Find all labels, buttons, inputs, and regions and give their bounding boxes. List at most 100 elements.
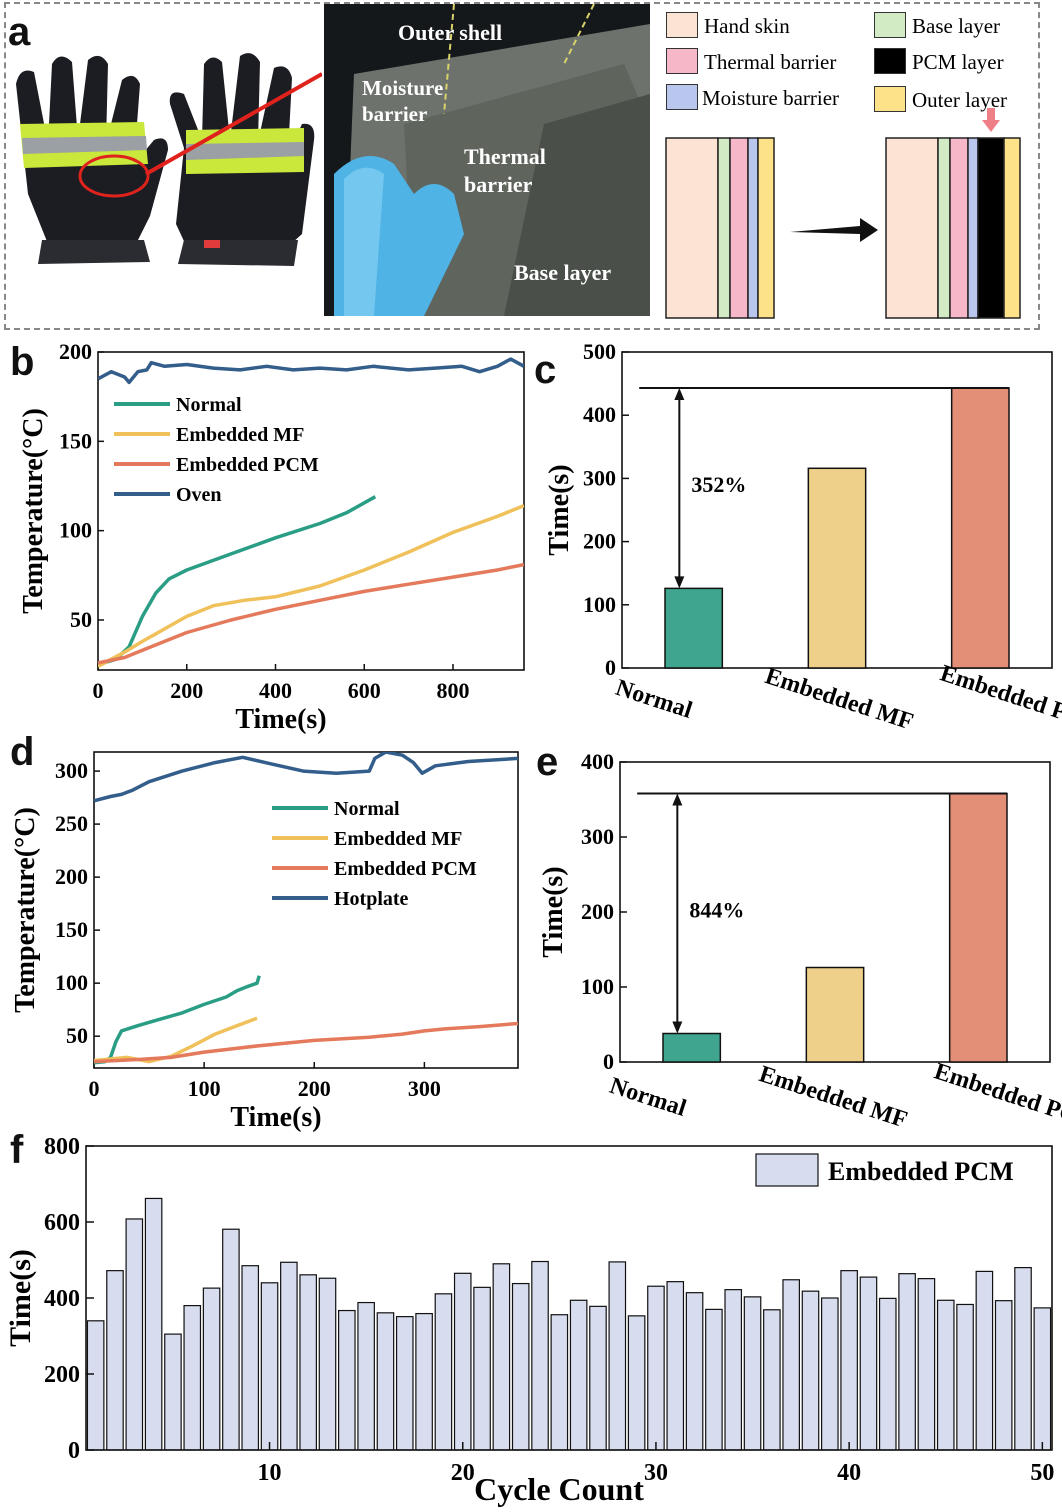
schematic-right-hand-skin (885, 137, 939, 319)
x-tick-label: 100 (188, 1076, 221, 1101)
bar-cycle-10 (260, 1282, 279, 1451)
bar-cycle-28 (608, 1261, 627, 1451)
bar-cycle-6 (183, 1305, 202, 1451)
y-tick-label: 0 (605, 655, 616, 680)
schematic-left-outer-layer (757, 137, 775, 319)
bar-cycle-12 (299, 1274, 317, 1451)
x-tick-label: 300 (408, 1076, 441, 1101)
bar-cycle-30 (647, 1285, 665, 1451)
bar-cycle-11 (280, 1261, 298, 1451)
series-line-normal (94, 975, 261, 1065)
x-axis-label: Cycle Count (474, 1471, 644, 1507)
chart-e: 0 100 200 300 400 Time(s) Normal Embedded MF Emb… (538, 749, 1062, 1136)
chart-b: 0 200 400 600 800 50 100 150 200 Time(s) Temperatu… (18, 339, 525, 735)
x-tick-label: 0 (93, 678, 104, 703)
bar-cycle-23 (511, 1282, 530, 1451)
bar-cycle-42 (878, 1297, 897, 1451)
bar-cycle-45 (936, 1299, 955, 1451)
y-tick-label: 400 (44, 1286, 80, 1312)
bar-cycle-41 (859, 1276, 878, 1451)
x-tick-label: 400 (259, 678, 292, 703)
y-tick-label: 200 (44, 1362, 80, 1388)
panel-c-letter: c (534, 348, 557, 392)
schematic-arrow-icon (790, 218, 878, 242)
y-tick-label: 250 (55, 811, 88, 836)
bar-cycle-47 (975, 1270, 994, 1451)
y-tick-label: 150 (59, 428, 92, 453)
x-tick-label: 50 (1030, 1460, 1054, 1486)
y-tick-label: 400 (581, 749, 614, 774)
legend-swatch-pcm-layer (874, 48, 906, 74)
schematic-left-thermal-barrier (729, 137, 749, 319)
chart-d: 0 100 200 300 50 100 150 200 250 300 Time(s) Temper… (10, 751, 519, 1133)
right-glove-icon (169, 53, 315, 266)
schematic-left-moisture-barrier (747, 137, 759, 319)
y-tick-label: 300 (583, 465, 616, 490)
legend-swatch-hand-skin (666, 12, 698, 38)
y-tick-label: 100 (59, 518, 92, 543)
layer-schematic (665, 108, 1021, 319)
schematic-right-pcm-layer (977, 137, 1005, 319)
panel-d-letter: d (10, 730, 35, 774)
bar-cycle-36 (763, 1309, 781, 1451)
bar-embedded-pcm (948, 792, 1008, 1063)
bar-cycle-27 (589, 1305, 607, 1451)
x-tick-label: 200 (298, 1076, 331, 1101)
y-tick-label: 100 (55, 970, 88, 995)
percentage-annotation: 352% (691, 472, 746, 497)
y-tick-label: 50 (66, 1023, 88, 1048)
schematic-right-moisture-barrier (967, 137, 979, 319)
bar-cycle-21 (473, 1286, 491, 1451)
y-tick-label: 100 (581, 974, 614, 999)
series-line-oven (98, 357, 524, 385)
pcm-indicator-arrow-icon (982, 108, 1000, 132)
x-axis-label: Time(s) (230, 1102, 321, 1133)
panel-b-letter: b (10, 340, 35, 384)
bar-cycle-3 (125, 1218, 144, 1451)
y-tick-label: 0 (68, 1438, 80, 1464)
legend-label-base-layer: Base layer (912, 14, 1001, 38)
photo-label-moisture-barrier-1: Moisture (362, 76, 444, 100)
y-tick-label: 800 (44, 1134, 80, 1160)
series-line-hotplate (94, 752, 518, 803)
legend-label-normal: Normal (176, 394, 242, 416)
bar-cycle-31 (666, 1281, 685, 1451)
layer-legend: Hand skin Base layer Thermal barrier PCM… (666, 10, 1036, 120)
schematic-right-base-layer (937, 137, 951, 319)
legend-label-normal: Normal (334, 798, 400, 820)
arrow-up-icon (672, 793, 683, 806)
y-tick-label: 300 (581, 824, 614, 849)
panel-a-letter: a (8, 10, 31, 54)
bar-cycle-32 (685, 1292, 704, 1451)
bar-cycle-18 (415, 1312, 433, 1451)
schematic-left-base-layer (717, 137, 731, 319)
legend-swatch-base-layer (874, 12, 906, 38)
legend-swatch-moisture-barrier (666, 84, 698, 110)
percentage-annotation: 844% (689, 898, 744, 923)
bar-cycle-48 (994, 1300, 1013, 1451)
arrow-up-icon (674, 388, 685, 401)
layers-photo-graphic (324, 4, 650, 316)
photo-label-thermal-barrier-2: barrier (464, 172, 533, 197)
category-label-embedded-pcm: Embedded PCM (937, 661, 1062, 739)
photo-label-outer-shell: Outer shell (398, 20, 503, 45)
bar-cycle-5 (164, 1333, 182, 1451)
schematic-right-outer-layer (1003, 137, 1021, 319)
legend-label-pcm-layer: PCM layer (912, 50, 1004, 74)
bar-cycle-40 (840, 1270, 858, 1451)
x-tick-label: 600 (348, 678, 381, 703)
bar-cycle-24 (531, 1260, 549, 1451)
bar-cycle-1 (86, 1320, 105, 1451)
legend-label-embedded-pcm: Embedded PCM (176, 454, 319, 476)
x-tick-label: 200 (170, 678, 203, 703)
bar-cycle-9 (241, 1265, 260, 1451)
x-axis-label: Time(s) (235, 704, 326, 735)
y-tick-label: 600 (44, 1210, 80, 1236)
bar-cycle-15 (357, 1301, 375, 1451)
bar-normal (662, 1032, 722, 1063)
bar-cycle-38 (801, 1290, 820, 1451)
category-label-embedded-mf: Embedded MF (762, 663, 917, 735)
bar-cycle-2 (106, 1270, 124, 1451)
legend-label-embedded-mf: Embedded MF (334, 828, 462, 850)
series-line-embedded-pcm (98, 562, 524, 665)
